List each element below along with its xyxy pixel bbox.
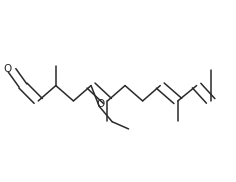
Text: O: O xyxy=(4,64,12,74)
Text: O: O xyxy=(96,99,105,109)
